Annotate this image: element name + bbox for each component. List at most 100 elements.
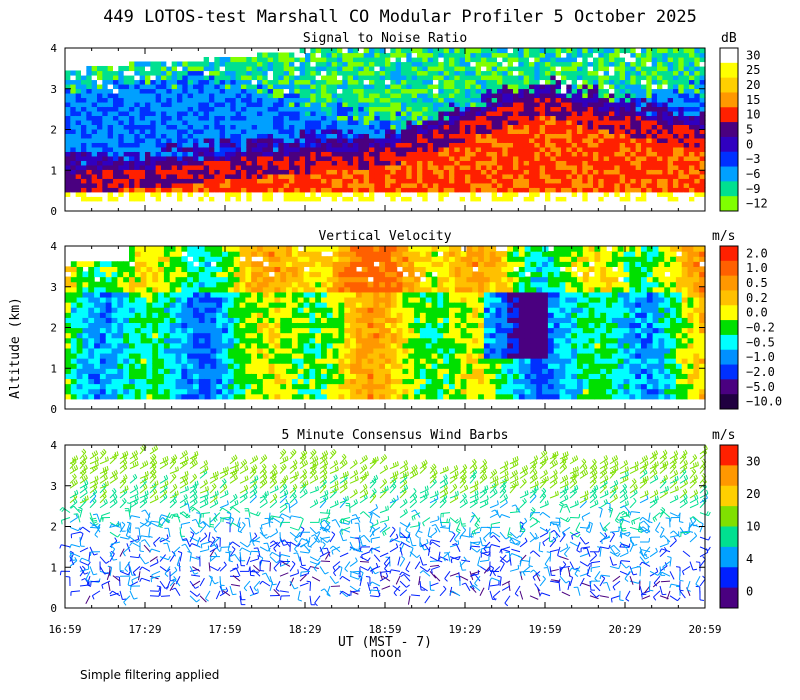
snr-cell [689,119,695,126]
snr-cell [294,83,301,90]
snr-cell [70,83,77,90]
velocity-cell [251,312,258,318]
snr-cell [385,101,391,108]
velocity-cell [152,296,159,303]
velocity-cell [105,317,113,324]
snr-cell [353,178,359,184]
snr-cell [161,142,167,148]
snr-cell [209,79,215,85]
snr-cell [486,97,493,103]
snr-cell [651,101,658,108]
velocity-cell [181,271,188,278]
snr-cell [369,155,375,161]
snr-cell [294,79,301,85]
snr-cell [321,124,327,130]
snr-cell [363,88,370,94]
snr-cell [358,128,365,134]
snr-cell [459,160,466,166]
velocity-cell [233,312,241,318]
snr-cell [470,124,477,130]
snr-cell [470,155,477,161]
snr-cell [283,128,290,134]
snr-cell [134,146,141,152]
snr-cell [417,97,423,103]
velocity-cell [187,337,194,344]
snr-cell [315,169,322,175]
snr-cell [470,52,477,58]
velocity-cell [117,378,124,385]
snr-cell [155,191,162,197]
snr-cell [502,106,509,112]
snr-cell [81,88,87,94]
snr-cell [230,196,237,202]
snr-cell [257,155,263,161]
velocity-cell [204,246,212,252]
snr-cell [155,155,162,161]
snr-cell [561,191,567,197]
snr-cell [555,48,562,54]
snr-cell [635,191,642,197]
snr-cell [91,142,98,148]
snr-cell [518,119,525,126]
snr-cell [315,97,322,103]
snr-cell [374,178,381,184]
snr-cell [683,155,690,161]
snr-cell [411,101,418,108]
snr-cell [513,187,519,193]
velocity-cell [70,378,78,385]
snr-cell [433,101,439,108]
snr-cell [129,106,135,112]
snr-cell [107,74,114,81]
snr-cell [289,173,295,179]
snr-cell [518,164,525,170]
snr-cell [353,61,359,67]
snr-cell [438,56,445,63]
snr-cell [491,88,498,94]
snr-cell [507,101,514,108]
snr-cell [683,115,690,121]
snr-cell [273,70,279,76]
snr-cell [203,169,210,175]
snr-cell [523,65,530,72]
snr-cell [273,88,279,94]
snr-cell [161,61,167,67]
snr-cell [107,106,114,112]
snr-cell [411,97,418,103]
snr-cell [427,128,434,134]
snr-cell [91,74,98,81]
velocity-cell [222,358,229,364]
snr-cell [321,115,327,121]
snr-cell [438,119,445,126]
snr-cell [422,155,429,161]
snr-cell [422,65,429,72]
snr-cell [278,74,285,81]
snr-cell [65,155,71,161]
snr-cell [129,133,135,139]
snr-cell [411,178,418,184]
snr-cell [123,124,130,130]
snr-cell [97,173,103,179]
velocity-cell [129,378,136,385]
velocity-cell [146,327,153,334]
snr-cell [491,191,498,197]
snr-cell [699,79,706,85]
snr-cell [550,70,557,76]
snr-cell [257,79,263,85]
snr-cell [433,124,439,130]
snr-cell [123,160,130,166]
snr-panel-title: Signal to Noise Ratio [303,31,467,46]
velocity-cell [146,286,153,293]
snr-cell [651,133,658,139]
snr-cell [529,160,535,166]
snr-cell [123,110,130,117]
snr-cell [337,182,343,188]
snr-cell [86,178,93,184]
snr-cell [166,79,173,85]
snr-cell [299,151,306,157]
snr-cell [342,119,349,126]
velocity-cell [193,332,200,339]
snr-cell [406,146,413,152]
snr-cell [619,182,626,188]
snr-cell [187,146,194,152]
velocity-cell [140,246,148,252]
